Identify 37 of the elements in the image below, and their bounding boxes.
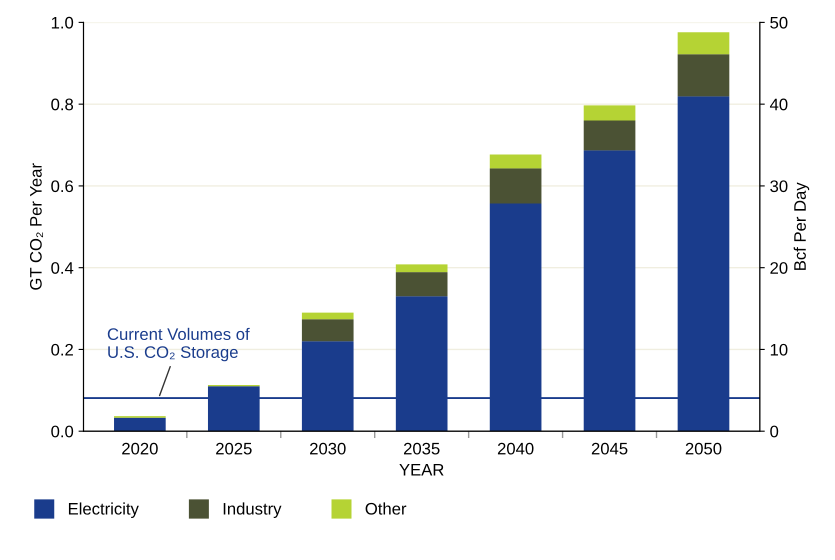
- y2-tick-label: 20: [770, 262, 788, 274]
- y-tick-label: 0.2: [51, 344, 73, 356]
- x-axis-title: YEAR: [399, 464, 444, 476]
- bar: [396, 272, 448, 296]
- y-tick-label: 1.0: [52, 16, 74, 29]
- y2-tick-label: 40: [770, 98, 788, 110]
- y-tick-label: 0.6: [51, 180, 74, 192]
- x-tick-label: 2030: [310, 442, 346, 455]
- bar: [302, 312, 354, 320]
- legend-label: Industry: [224, 502, 282, 518]
- y2-axis-title: Bcf Per Day: [794, 182, 810, 270]
- legend-label: Other: [366, 502, 406, 515]
- legend-label: Electricity: [68, 502, 139, 518]
- bar: [302, 319, 354, 342]
- x-tick-label: 2040: [498, 442, 534, 455]
- x-tick-label: 2035: [404, 442, 440, 455]
- ref-line-label: Current Volumes of U.S. CO₂ Storage: [108, 328, 250, 362]
- bar: [396, 264, 448, 272]
- y2-tick-label: 50: [770, 16, 788, 29]
- y-tick-label: 0.4: [51, 262, 74, 274]
- y-axis-title: GT CO₂ Per Year: [30, 163, 44, 290]
- x-tick-label: 2025: [216, 442, 252, 455]
- bar: [114, 418, 166, 432]
- y2-tick-label: 10: [770, 344, 788, 356]
- y2-tick-label: 0: [770, 426, 778, 438]
- bar: [678, 54, 730, 96]
- x-tick-label: 2045: [592, 442, 628, 455]
- bar: [678, 32, 730, 54]
- bar: [584, 105, 636, 121]
- bar: [584, 120, 636, 150]
- bar: [490, 154, 542, 168]
- y-tick-label: 0.8: [51, 98, 74, 110]
- y-tick-label: 0.0: [51, 426, 74, 438]
- bar: [490, 168, 542, 204]
- x-tick-label: 2050: [686, 442, 722, 455]
- y2-tick-label: 30: [770, 180, 788, 192]
- x-tick-label: 2020: [122, 442, 158, 455]
